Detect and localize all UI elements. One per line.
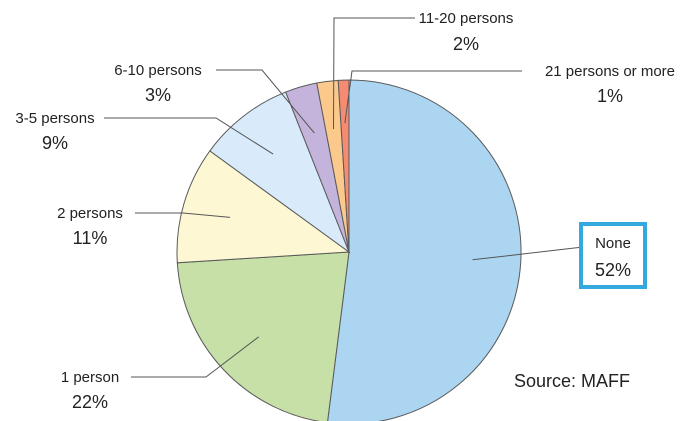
slice-percent-label: 2% (453, 34, 479, 54)
slice-percent-label: 3% (145, 85, 171, 105)
leader-line (344, 70, 522, 124)
pie-slices (176, 79, 522, 421)
pie-slice-none (327, 79, 522, 421)
source-note: Source: MAFF (514, 371, 631, 391)
pie-slice-1-person (176, 251, 350, 421)
leader-line (104, 117, 274, 155)
slice-name-label: 11-20 persons (419, 10, 514, 27)
slice-percent-label: 9% (42, 133, 68, 153)
pie-slice-2-persons (176, 150, 351, 264)
slice-percent-label: 22% (72, 392, 108, 412)
leader-line (135, 212, 231, 218)
slice-name-label: 6-10 persons (114, 62, 202, 79)
slice-percent-label: 11% (73, 228, 108, 248)
slice-percent-label: 1% (597, 86, 623, 106)
pie-slice-21-persons-or-more (337, 79, 350, 253)
leader-line (131, 336, 260, 378)
highlight-box (579, 222, 647, 289)
slice-name-label: None (595, 235, 631, 252)
slice-name-label: 2 persons (57, 205, 123, 222)
slice-labels: None 52% 1 person 22% 2 persons 11% 3-5 person… (15, 10, 675, 412)
slice-percent-label: 52% (595, 260, 631, 280)
leader-lines (104, 17, 584, 378)
leader-line (472, 246, 584, 261)
slice-name-label: 1 person (61, 369, 119, 386)
slice-name-label: 21 persons or more (545, 63, 675, 80)
pie-slice-3-5-persons (209, 91, 351, 254)
slice-name-label: 3-5 persons (15, 110, 94, 127)
leader-line (333, 17, 415, 130)
leader-line (216, 69, 315, 134)
